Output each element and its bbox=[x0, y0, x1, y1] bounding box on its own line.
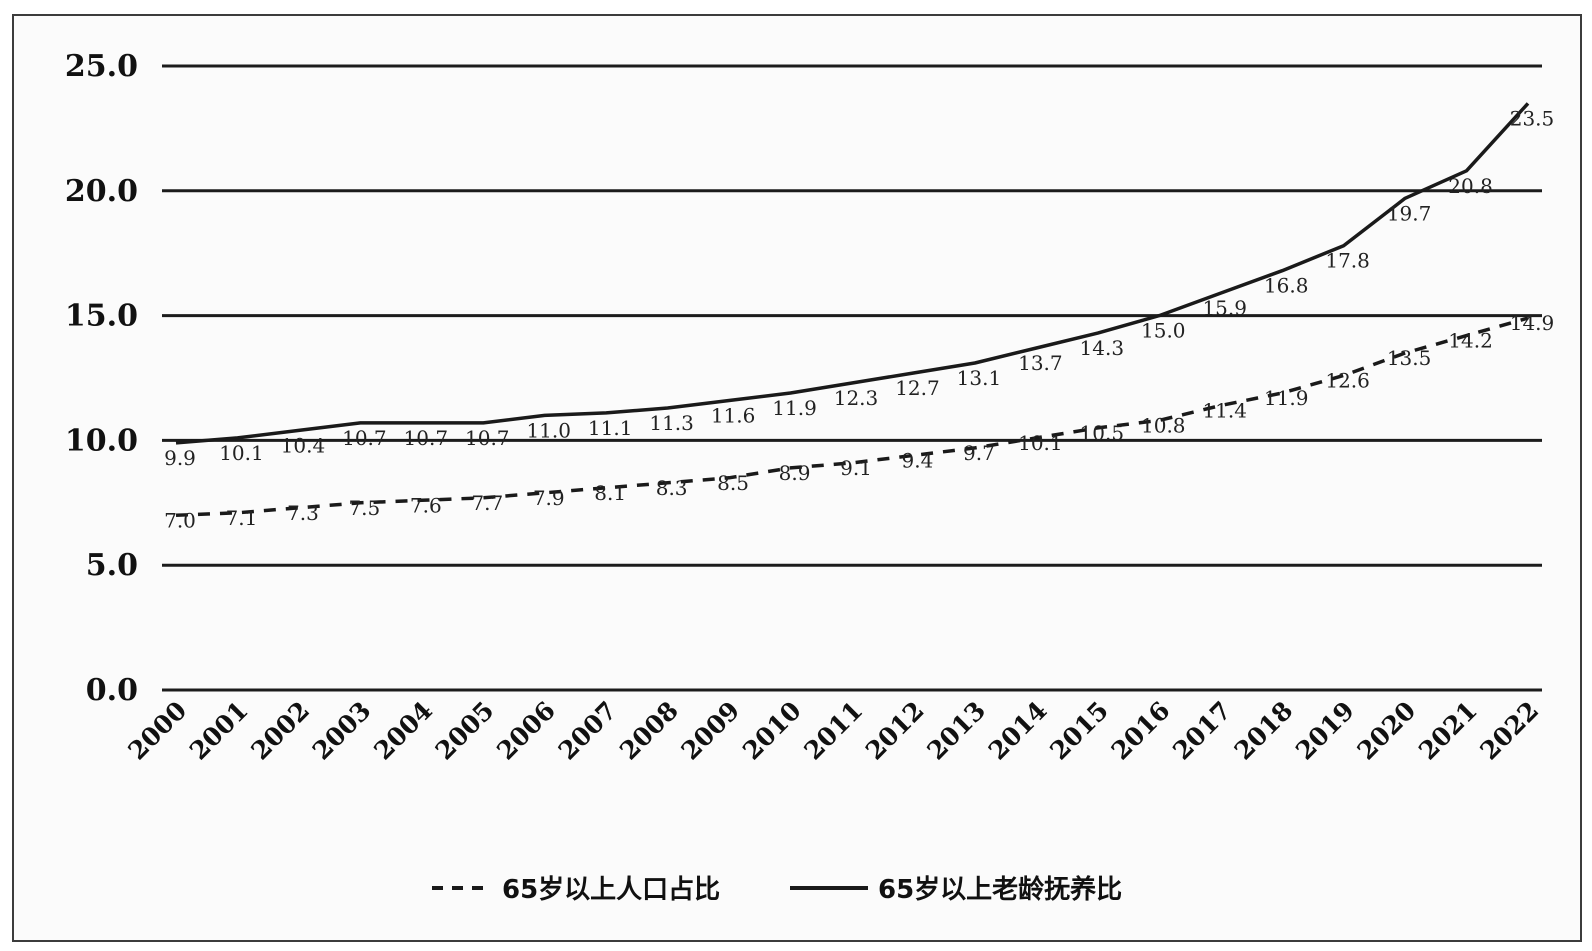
y-tick-label-15.0: 15.0 bbox=[65, 299, 138, 334]
y-axis-ticks: 0.0 5.0 10.0 15.0 20.0 25.0 bbox=[65, 49, 138, 708]
data-label-ratio-2013: 13.1 bbox=[957, 366, 1002, 390]
x-tick-label-2009: 2009 bbox=[676, 696, 746, 766]
y-tick-label-20.0: 20.0 bbox=[65, 174, 138, 209]
data-label-share-2005: 7.7 bbox=[471, 491, 503, 515]
data-label-share-2012: 9.4 bbox=[902, 448, 934, 472]
x-tick-label-2015: 2015 bbox=[1044, 696, 1114, 766]
data-label-share-2019: 12.6 bbox=[1325, 369, 1370, 393]
data-label-share-2001: 7.1 bbox=[226, 506, 258, 530]
x-tick-label-2010: 2010 bbox=[737, 696, 807, 766]
data-label-share-2013: 9.7 bbox=[963, 441, 995, 465]
data-label-share-2018: 11.9 bbox=[1264, 386, 1309, 410]
y-tick-label-5.0: 5.0 bbox=[86, 548, 138, 583]
chart-frame bbox=[12, 14, 1582, 942]
data-label-share-2004: 7.6 bbox=[410, 493, 442, 517]
data-label-share-2006: 7.9 bbox=[533, 486, 565, 510]
x-tick-label-2021: 2021 bbox=[1413, 696, 1483, 766]
x-tick-label-2022: 2022 bbox=[1475, 696, 1545, 766]
data-label-ratio-2002: 10.4 bbox=[281, 433, 326, 457]
data-label-ratio-2006: 11.0 bbox=[526, 418, 571, 442]
gridlines bbox=[162, 64, 1542, 692]
data-label-ratio-2008: 11.3 bbox=[649, 411, 694, 435]
data-label-ratio-2016: 15.0 bbox=[1141, 319, 1186, 343]
x-tick-label-2002: 2002 bbox=[245, 696, 315, 766]
data-label-ratio-2000: 9.9 bbox=[164, 446, 196, 470]
data-label-share-2017: 11.4 bbox=[1202, 398, 1247, 422]
data-label-ratio-2005: 10.7 bbox=[465, 426, 510, 450]
x-tick-label-2019: 2019 bbox=[1290, 696, 1360, 766]
x-tick-label-2013: 2013 bbox=[921, 696, 991, 766]
x-axis-ticks: 2000200120022003200420052006200720082009… bbox=[123, 696, 1545, 766]
data-label-share-2020: 13.5 bbox=[1387, 346, 1432, 370]
data-label-ratio-2019: 17.8 bbox=[1325, 249, 1370, 273]
data-label-share-2021: 14.2 bbox=[1448, 329, 1493, 353]
data-label-share-2007: 8.1 bbox=[594, 481, 626, 505]
data-label-ratio-2012: 12.7 bbox=[895, 376, 940, 400]
data-label-ratio-2015: 14.3 bbox=[1080, 336, 1125, 360]
x-tick-label-2007: 2007 bbox=[553, 696, 623, 766]
x-tick-label-2020: 2020 bbox=[1352, 696, 1422, 766]
data-label-share-2003: 7.5 bbox=[348, 496, 380, 520]
x-tick-label-2014: 2014 bbox=[983, 696, 1053, 766]
data-label-ratio-2018: 16.8 bbox=[1264, 274, 1309, 298]
x-tick-label-2006: 2006 bbox=[491, 696, 561, 766]
x-tick-label-2004: 2004 bbox=[368, 696, 438, 766]
legend-label-population-share: 65岁以上人口占比 bbox=[502, 874, 720, 905]
data-label-ratio-2004: 10.7 bbox=[404, 426, 449, 450]
data-label-ratio-2014: 13.7 bbox=[1018, 351, 1063, 375]
x-tick-label-2003: 2003 bbox=[307, 696, 377, 766]
data-label-share-2016: 10.8 bbox=[1141, 413, 1186, 437]
y-tick-label-10.0: 10.0 bbox=[65, 423, 138, 458]
data-label-share-2008: 8.3 bbox=[656, 476, 688, 500]
x-tick-label-2018: 2018 bbox=[1229, 696, 1299, 766]
legend: 65岁以上人口占比 65岁以上老龄抚养比 bbox=[432, 874, 1122, 905]
data-label-share-2014: 10.1 bbox=[1018, 431, 1063, 455]
data-label-share-2010: 8.9 bbox=[779, 461, 811, 485]
data-label-ratio-2007: 11.1 bbox=[588, 416, 633, 440]
data-label-share-2015: 10.5 bbox=[1080, 421, 1125, 445]
data-label-ratio-2003: 10.7 bbox=[342, 426, 387, 450]
data-label-ratio-2009: 11.6 bbox=[711, 403, 756, 427]
x-tick-label-2017: 2017 bbox=[1167, 696, 1237, 766]
y-tick-label-25.0: 25.0 bbox=[65, 49, 138, 84]
data-label-share-2022: 14.9 bbox=[1510, 311, 1555, 335]
data-label-ratio-2001: 10.1 bbox=[219, 441, 264, 465]
series-line-dependency-ratio bbox=[175, 102, 1530, 445]
x-tick-label-2005: 2005 bbox=[430, 696, 500, 766]
y-tick-label-0.0: 0.0 bbox=[86, 673, 138, 708]
x-tick-label-2011: 2011 bbox=[799, 696, 869, 766]
data-label-share-2002: 7.3 bbox=[287, 501, 319, 525]
series-line-population-share bbox=[175, 316, 1529, 518]
data-label-share-2009: 8.5 bbox=[717, 471, 749, 495]
legend-label-dependency-ratio: 65岁以上老龄抚养比 bbox=[878, 874, 1122, 905]
data-label-share-2011: 9.1 bbox=[840, 456, 872, 480]
x-tick-label-2008: 2008 bbox=[614, 696, 684, 766]
x-tick-label-2016: 2016 bbox=[1106, 696, 1176, 766]
x-tick-label-2012: 2012 bbox=[860, 696, 930, 766]
x-tick-label-2001: 2001 bbox=[184, 696, 254, 766]
data-label-ratio-2017: 15.9 bbox=[1202, 296, 1247, 320]
data-label-ratio-2020: 19.7 bbox=[1387, 201, 1432, 225]
data-label-ratio-2021: 20.8 bbox=[1448, 174, 1493, 198]
data-label-ratio-2010: 11.9 bbox=[772, 396, 817, 420]
data-label-ratio-2022: 23.5 bbox=[1510, 106, 1555, 130]
series-lines bbox=[175, 102, 1530, 518]
data-label-share-2000: 7.0 bbox=[164, 508, 196, 532]
data-label-ratio-2011: 12.3 bbox=[834, 386, 879, 410]
data-labels: 7.0 7.1 7.3 7.5 7.6 7.7 7.9 8.1 8.3 8.5 8.9 9.1 9.4 9… bbox=[164, 106, 1554, 532]
